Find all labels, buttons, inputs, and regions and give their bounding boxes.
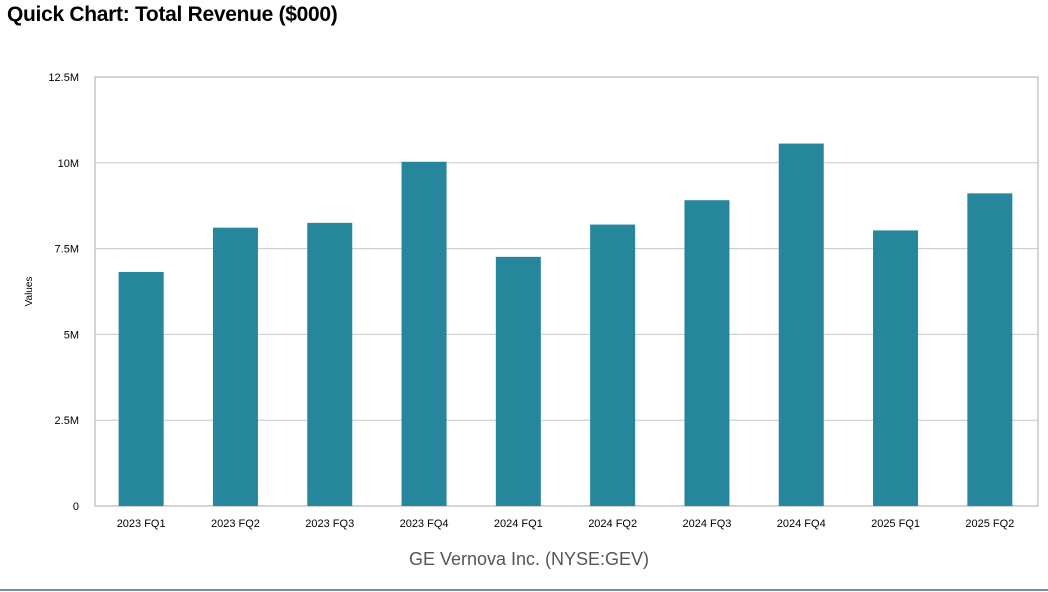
y-tick-label: 10M: [58, 158, 79, 170]
x-axis-label: GE Vernova Inc. (NYSE:GEV): [409, 549, 649, 569]
bar: [212, 227, 258, 506]
x-tick-label: 2023 FQ1: [117, 518, 166, 530]
y-tick-label: 7.5M: [55, 244, 79, 256]
page-title: Quick Chart: Total Revenue ($000): [7, 3, 338, 26]
bar: [967, 193, 1013, 507]
x-tick-label: 2023 FQ2: [211, 518, 260, 530]
bar: [118, 271, 164, 506]
y-tick-label: 5M: [64, 329, 79, 341]
x-tick-label: 2023 FQ4: [400, 518, 449, 530]
bottom-divider: [0, 589, 1048, 591]
x-tick-label: 2024 FQ2: [588, 518, 637, 530]
bar: [778, 143, 824, 506]
bar: [873, 230, 919, 506]
bar: [307, 222, 353, 507]
x-tick-label: 2024 FQ4: [777, 518, 826, 530]
y-axis-label: Values: [24, 277, 35, 307]
x-tick-label: 2024 FQ3: [682, 518, 731, 530]
bar: [495, 256, 541, 506]
x-tick-label: 2025 FQ2: [965, 518, 1014, 530]
bar: [590, 224, 636, 507]
x-tick-label: 2023 FQ3: [305, 518, 354, 530]
y-tick-label: 2.5M: [55, 415, 79, 427]
plot-frame: [94, 76, 1039, 507]
y-tick-label: 12.5M: [48, 72, 79, 84]
x-tick-label: 2025 FQ1: [871, 518, 920, 530]
y-tick-label: 0: [73, 501, 79, 513]
bar: [401, 161, 447, 507]
bar: [684, 200, 730, 506]
x-tick-label: 2024 FQ1: [494, 518, 543, 530]
